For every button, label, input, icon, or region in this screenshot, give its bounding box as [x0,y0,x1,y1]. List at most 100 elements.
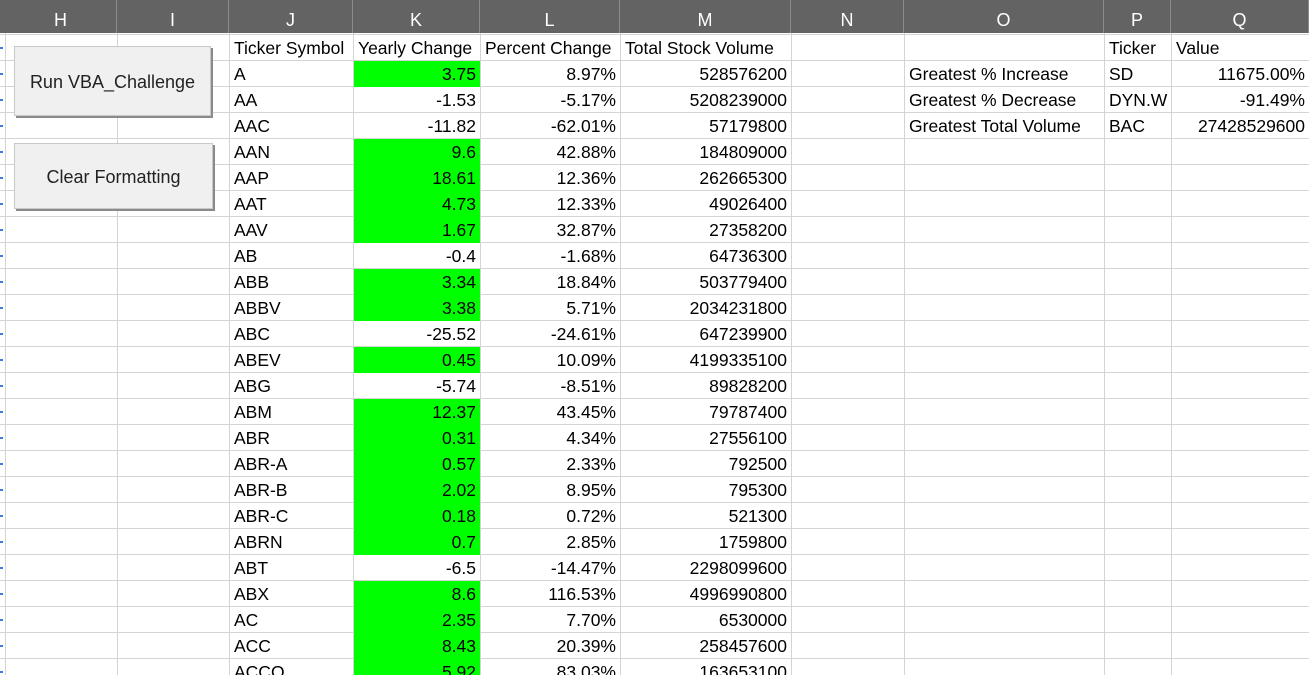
percent-change-cell[interactable]: 2.33% [566,454,616,474]
percent-change-cell[interactable]: 42.88% [556,142,616,162]
ticker-cell[interactable]: ABT [234,558,269,578]
header-ticker-symbol[interactable]: Ticker Symbol [234,38,345,58]
volume-cell[interactable]: 5208239000 [689,90,787,110]
ticker-cell[interactable]: AC [234,610,259,630]
volume-cell[interactable]: 528576200 [699,64,787,84]
percent-change-cell[interactable]: 10.09% [556,350,616,370]
percent-change-cell[interactable]: 12.36% [556,168,616,188]
yearly-change-cell[interactable]: 8.43 [354,633,480,659]
percent-change-cell[interactable]: -8.51% [560,376,616,396]
percent-change-cell[interactable]: -24.61% [550,324,616,344]
yearly-change-cell[interactable]: 4.73 [354,191,480,217]
percent-change-cell[interactable]: 8.95% [566,480,616,500]
column-header-i[interactable]: I [117,0,229,33]
yearly-change-cell[interactable]: 3.34 [354,269,480,295]
volume-cell[interactable]: 262665300 [699,168,787,188]
volume-cell[interactable]: 79787400 [709,402,787,422]
yearly-change-cell[interactable]: 0.31 [354,425,480,451]
percent-change-cell[interactable]: 12.33% [556,194,616,214]
percent-change-cell[interactable]: 4.34% [566,428,616,448]
yearly-change-cell[interactable]: 12.37 [354,399,480,425]
column-header-j[interactable]: J [229,0,353,33]
percent-change-cell[interactable]: 7.70% [566,610,616,630]
ticker-cell[interactable]: ACC [234,636,271,656]
volume-cell[interactable]: 4996990800 [689,584,787,604]
yearly-change-cell[interactable]: 2.35 [354,607,480,633]
summary-ticker-cell[interactable]: SD [1109,64,1134,84]
header-yearly-change[interactable]: Yearly Change [358,38,473,58]
percent-change-cell[interactable]: 5.71% [566,298,616,318]
column-header-n[interactable]: N [791,0,904,33]
ticker-cell[interactable]: ABG [234,376,271,396]
volume-cell[interactable]: 57179800 [709,116,787,136]
ticker-cell[interactable]: ABM [234,402,272,422]
percent-change-cell[interactable]: -14.47% [550,558,616,578]
summary-value-cell[interactable]: 27428529600 [1197,116,1305,136]
volume-cell[interactable]: 163653100 [699,662,787,675]
summary-label-cell[interactable]: Greatest % Increase [909,64,1069,84]
yearly-change-cell[interactable]: 0.18 [354,503,480,529]
volume-cell[interactable]: 6530000 [718,610,787,630]
volume-cell[interactable]: 27358200 [709,220,787,240]
ticker-cell[interactable]: ABR [234,428,270,448]
yearly-change-cell[interactable]: 8.6 [354,581,480,607]
volume-cell[interactable]: 184809000 [699,142,787,162]
yearly-change-cell[interactable]: 9.6 [354,139,480,165]
summary-value-cell[interactable]: -91.49% [1239,90,1305,110]
summary-label-cell[interactable]: Greatest % Decrease [909,90,1077,110]
ticker-cell[interactable]: ABR-B [234,480,288,500]
column-header-o[interactable]: O [904,0,1104,33]
yearly-change-cell[interactable]: 0.7 [354,529,480,555]
run-vba-challenge-button[interactable]: Run VBA_Challenge [14,46,211,116]
ticker-cell[interactable]: A [234,64,246,84]
ticker-cell[interactable]: AAC [234,116,270,136]
volume-cell[interactable]: 503779400 [699,272,787,292]
ticker-cell[interactable]: AAN [234,142,270,162]
volume-cell[interactable]: 2034231800 [689,298,787,318]
yearly-change-cell[interactable]: 0.57 [354,451,480,477]
percent-change-cell[interactable]: 2.85% [566,532,616,552]
ticker-cell[interactable]: ABR-A [234,454,288,474]
header-total-stock-volume[interactable]: Total Stock Volume [625,38,774,58]
volume-cell[interactable]: 49026400 [709,194,787,214]
clear-formatting-button[interactable]: Clear Formatting [14,143,213,209]
volume-cell[interactable]: 27556100 [709,428,787,448]
volume-cell[interactable]: 795300 [728,480,787,500]
summary-label-cell[interactable]: Greatest Total Volume [909,116,1081,136]
column-header-m[interactable]: M [620,0,791,33]
summary-header-value[interactable]: Value [1176,38,1220,58]
volume-cell[interactable]: 792500 [728,454,787,474]
yearly-change-cell[interactable]: -0.4 [445,246,476,266]
percent-change-cell[interactable]: 43.45% [556,402,616,422]
yearly-change-cell[interactable]: -1.53 [436,90,476,110]
ticker-cell[interactable]: ABC [234,324,270,344]
column-header-h[interactable]: H [5,0,117,33]
summary-ticker-cell[interactable]: BAC [1109,116,1145,136]
column-header-p[interactable]: P [1104,0,1171,33]
yearly-change-cell[interactable]: -11.82 [427,116,476,136]
yearly-change-cell[interactable]: 0.45 [354,347,480,373]
percent-change-cell[interactable]: -62.01% [550,116,616,136]
percent-change-cell[interactable]: 83.03% [556,662,616,675]
percent-change-cell[interactable]: 32.87% [556,220,616,240]
header-percent-change[interactable]: Percent Change [485,38,612,58]
yearly-change-cell[interactable]: -5.74 [436,376,476,396]
volume-cell[interactable]: 89828200 [709,376,787,396]
yearly-change-cell[interactable]: -25.52 [426,324,476,344]
volume-cell[interactable]: 521300 [728,506,787,526]
yearly-change-cell[interactable]: 18.61 [354,165,480,191]
yearly-change-cell[interactable]: 1.67 [354,217,480,243]
yearly-change-cell[interactable]: 3.75 [354,61,480,87]
volume-cell[interactable]: 2298099600 [689,558,787,578]
yearly-change-cell[interactable]: 2.02 [354,477,480,503]
ticker-cell[interactable]: AAT [234,194,267,214]
ticker-cell[interactable]: ACCO [234,662,285,675]
column-header-l[interactable]: L [480,0,620,33]
ticker-cell[interactable]: ABX [234,584,270,604]
ticker-cell[interactable]: ABEV [234,350,281,370]
yearly-change-cell[interactable]: 3.38 [354,295,480,321]
percent-change-cell[interactable]: 20.39% [556,636,616,656]
column-header-q[interactable]: Q [1171,0,1309,33]
ticker-cell[interactable]: AB [234,246,258,266]
